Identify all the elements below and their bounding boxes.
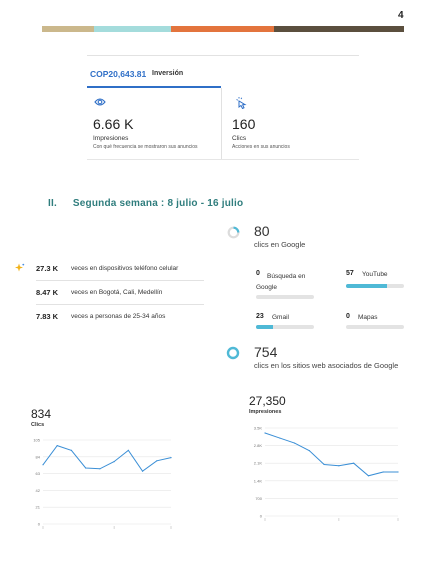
channel-value-gmail: 23	[256, 313, 264, 320]
clicks-label: Clics	[232, 135, 247, 142]
click-icon	[236, 97, 247, 109]
y-tick-label: 2.8K	[254, 443, 263, 448]
clicks-tile: 160 Clics Acciones en sus anuncios	[225, 86, 359, 159]
google-clicks-ring-icon	[227, 226, 240, 239]
data-point	[279, 437, 281, 439]
channel-value-maps: 0	[346, 313, 350, 320]
impressions-value: 6.66 K	[93, 116, 134, 132]
data-point	[308, 450, 310, 452]
channel-fill-gmail	[256, 325, 273, 329]
y-tick-label: 84	[36, 454, 41, 459]
header-bar-segment-3	[171, 26, 274, 32]
google-clicks-label: clics en Google	[254, 240, 306, 249]
stat-text-1: veces en dispositivos teléfono celular	[71, 265, 179, 272]
clicks-chart-title: Clics	[31, 422, 45, 428]
channel-track-gmail	[256, 325, 314, 329]
section-numeral: II.	[48, 198, 57, 209]
google-clicks-value: 80	[254, 223, 270, 239]
y-tick-label: 42	[36, 488, 41, 493]
clicks-line-chart: 0 21 42 63 84 105	[33, 438, 172, 529]
data-point	[141, 470, 144, 472]
header-bar-segment-4	[274, 26, 404, 32]
channel-fill-youtube	[346, 284, 388, 288]
data-point	[56, 445, 58, 447]
series-line	[264, 432, 398, 477]
data-point	[293, 442, 296, 444]
data-point	[323, 463, 325, 466]
channel-track-maps	[346, 325, 404, 329]
data-point	[353, 462, 355, 464]
partner-clicks-value: 754	[254, 344, 278, 360]
channel-track-search	[256, 295, 314, 299]
channel-label-gmail: Gmail	[272, 314, 289, 321]
y-tick-label: 21	[36, 505, 41, 510]
partner-clicks-label: clics en los sitios web asociados de Goo…	[254, 361, 399, 370]
stat-text-2: veces en Bogotá, Cali, Medellín	[71, 289, 163, 296]
stat-text-3: veces a personas de 25-34 años	[71, 313, 166, 320]
y-tick-label: 105	[33, 438, 40, 443]
clicks-value: 160	[232, 116, 256, 132]
investment-amount: COP20,643.81	[90, 69, 147, 79]
channel-label-maps: Mapas	[358, 314, 378, 321]
card-top-divider	[87, 55, 359, 56]
tile-divider	[221, 88, 222, 160]
stat-value-2: 8.47 K	[36, 288, 59, 297]
data-point	[367, 475, 370, 477]
data-point	[85, 467, 87, 469]
clicks-chart-total: 834	[31, 407, 52, 421]
clicks-description: Acciones en sus anuncios	[232, 144, 290, 150]
stat-divider-1	[36, 280, 204, 281]
y-tick-label: 63	[36, 471, 41, 476]
data-point	[338, 465, 340, 467]
y-tick-label: 700	[255, 496, 262, 501]
data-point	[127, 449, 129, 451]
y-tick-label: 0	[260, 514, 263, 519]
data-point	[70, 449, 73, 451]
data-point	[382, 471, 384, 473]
data-point	[113, 461, 115, 463]
impressions-tile-accent	[87, 86, 221, 88]
data-point	[42, 464, 44, 466]
impressions-description: Con qué frecuencia se mostraron sus anun…	[93, 144, 198, 150]
y-tick-label: 1.4K	[254, 478, 263, 483]
channel-track-youtube	[346, 284, 404, 288]
data-point	[99, 468, 101, 470]
y-tick-label: 0	[38, 522, 41, 527]
impressions-line-chart: 0 700 1.4K 2.1K 2.8K 3.5K	[254, 426, 399, 521]
impressions-chart-title: Impresiones	[249, 409, 282, 415]
impressions-chart-total: 27,350	[249, 394, 286, 408]
y-tick-label: 2.1K	[254, 461, 263, 466]
data-point	[264, 432, 266, 434]
stat-divider-2	[36, 304, 204, 305]
header-bar-segment-1	[42, 26, 94, 32]
channel-value-search: 0	[256, 270, 260, 277]
section-heading: II. Segunda semana : 8 julio - 16 julio	[48, 198, 243, 209]
card-bottom-divider	[87, 159, 359, 160]
stat-value-3: 7.83 K	[36, 312, 59, 321]
sparkle-icon	[15, 263, 25, 272]
series-line	[42, 445, 172, 472]
data-point	[156, 460, 158, 462]
header-bar-segment-2	[94, 26, 171, 32]
stat-value-1: 27.3 K	[36, 264, 59, 273]
data-point	[170, 457, 172, 459]
channel-label-search: Búsqueda en Google	[256, 273, 306, 291]
channel-label-youtube: YouTube	[362, 271, 388, 278]
page-number: 4	[398, 10, 404, 21]
eye-icon	[94, 98, 106, 106]
impressions-tile: 6.66 K Impresiones Con qué frecuencia se…	[87, 86, 221, 159]
channel-value-youtube: 57	[346, 270, 354, 277]
investment-label: Inversión	[152, 70, 184, 77]
y-tick-label: 3.5K	[254, 426, 263, 431]
impressions-label: Impresiones	[93, 135, 129, 142]
data-point	[397, 471, 399, 473]
section-title: Segunda semana : 8 julio - 16 julio	[72, 198, 244, 209]
partner-clicks-ring-icon	[226, 346, 240, 360]
